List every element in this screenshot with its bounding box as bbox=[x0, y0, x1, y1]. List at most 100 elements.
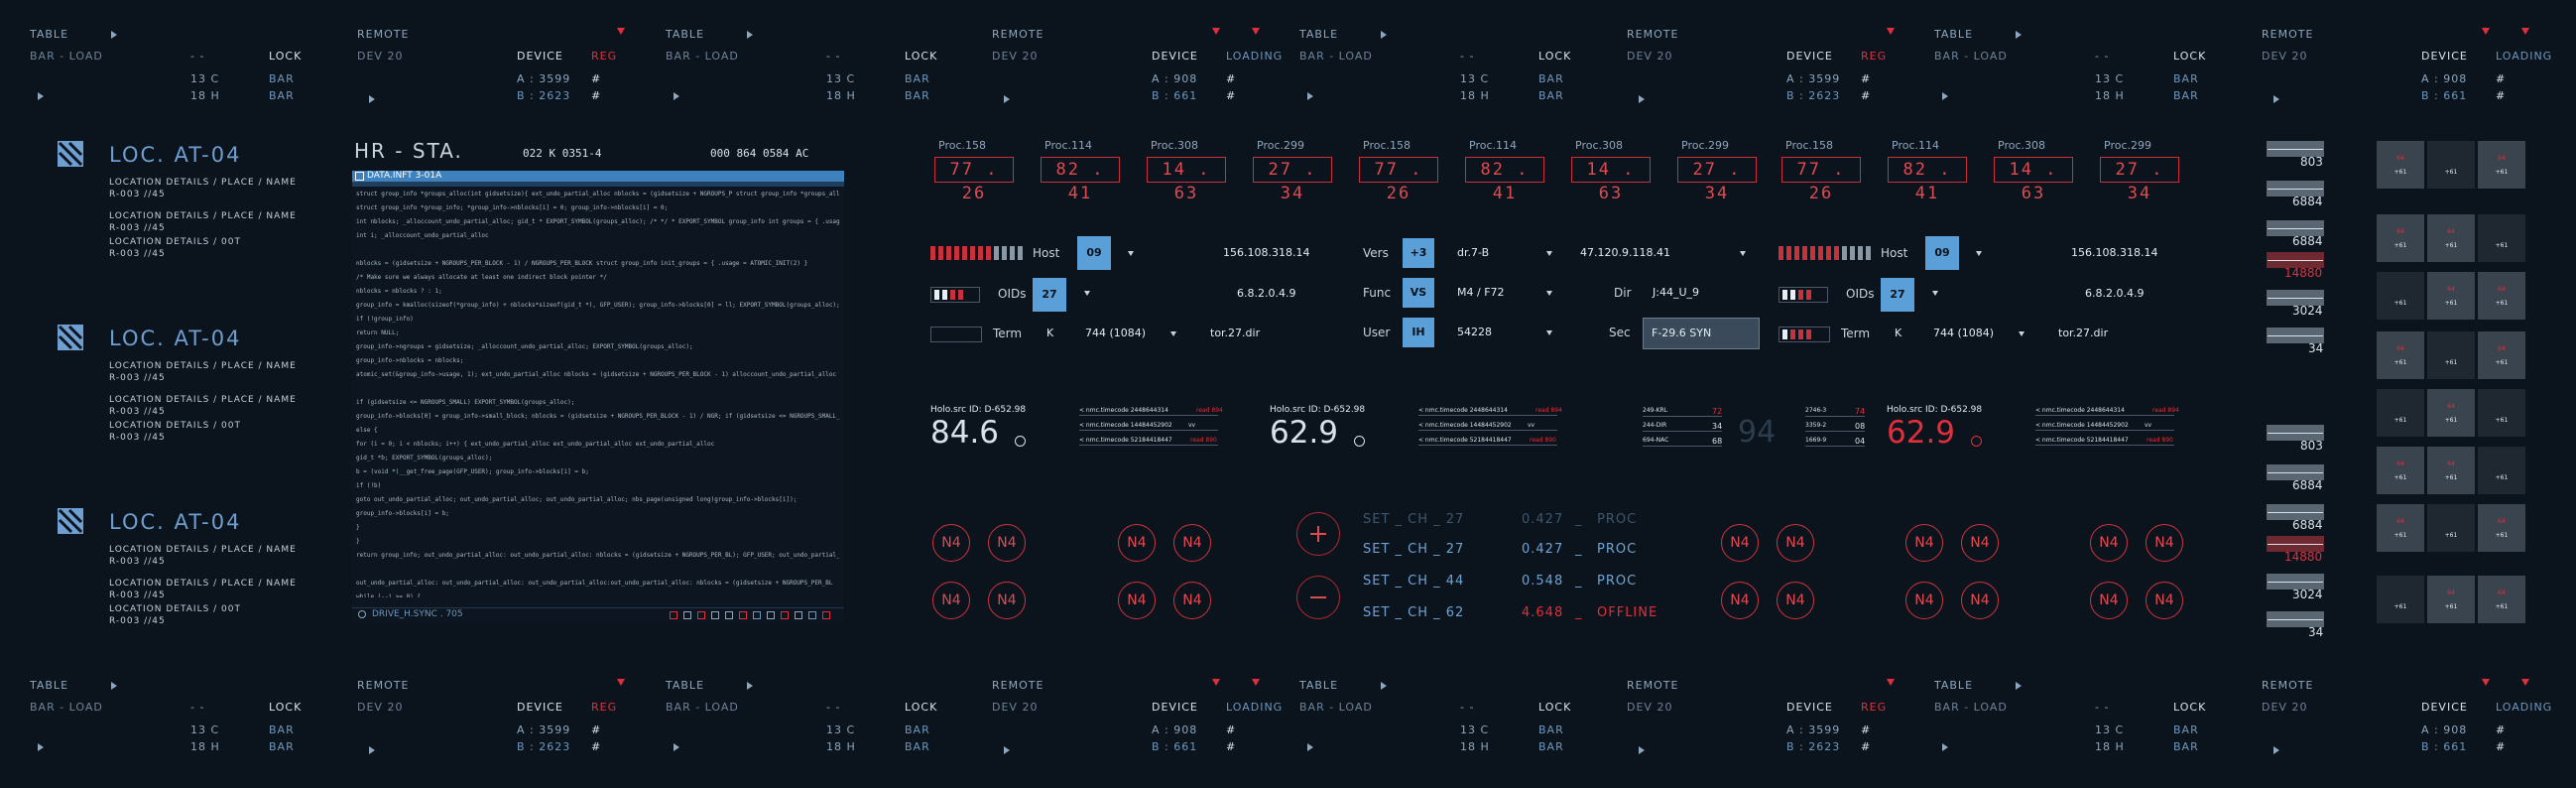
n4-indicator[interactable]: N4 bbox=[932, 524, 970, 562]
grid-cell[interactable]: +61 bbox=[2427, 504, 2475, 552]
n4-indicator[interactable]: N4 bbox=[1777, 524, 1814, 562]
n4-indicator[interactable]: N4 bbox=[1173, 582, 1211, 619]
chevron-right-icon[interactable] bbox=[747, 682, 753, 690]
chevron-right-icon[interactable] bbox=[2016, 682, 2022, 690]
proc-value-box[interactable]: 14 . 63 bbox=[1571, 157, 1651, 203]
play-icon[interactable] bbox=[38, 92, 44, 100]
chevron-down-icon[interactable] bbox=[1128, 251, 1134, 256]
n4-indicator[interactable]: N4 bbox=[1721, 524, 1759, 562]
play-icon[interactable] bbox=[1307, 743, 1313, 751]
grid-cell[interactable]: 64 +61 bbox=[2478, 576, 2525, 623]
chevron-right-icon[interactable] bbox=[747, 31, 753, 39]
proc-value-box[interactable]: 77 . 26 bbox=[1781, 157, 1861, 203]
play-icon[interactable] bbox=[1639, 95, 1645, 103]
chevron-down-icon[interactable] bbox=[1932, 291, 1938, 296]
device-label[interactable]: DEVICE bbox=[517, 701, 563, 714]
table-label[interactable]: TABLE bbox=[1934, 679, 1974, 692]
proc-value-box[interactable]: 27 . 34 bbox=[1677, 157, 1757, 203]
grid-cell[interactable]: +61 bbox=[2377, 576, 2424, 623]
lock-label[interactable]: LOCK bbox=[2173, 701, 2207, 714]
play-icon[interactable] bbox=[369, 95, 375, 103]
target-icon[interactable] bbox=[1015, 436, 1026, 447]
grid-cell[interactable]: 64 +61 bbox=[2427, 447, 2475, 494]
lock-label[interactable]: LOCK bbox=[2173, 50, 2207, 63]
chevron-down-icon[interactable] bbox=[2019, 331, 2024, 336]
lock-label[interactable]: LOCK bbox=[269, 50, 303, 63]
target-icon[interactable] bbox=[1971, 436, 1982, 447]
table-label[interactable]: TABLE bbox=[30, 28, 69, 41]
remote-label[interactable]: REMOTE bbox=[2262, 28, 2314, 41]
play-icon[interactable] bbox=[38, 743, 44, 751]
remote-label[interactable]: REMOTE bbox=[357, 679, 410, 692]
chevron-down-icon[interactable] bbox=[1546, 291, 1552, 296]
grid-cell[interactable]: 64 +61 bbox=[2478, 331, 2525, 379]
n4-indicator[interactable]: N4 bbox=[1173, 524, 1211, 562]
oids-value[interactable]: 27 bbox=[1033, 278, 1066, 312]
device-label[interactable]: DEVICE bbox=[1786, 50, 1833, 63]
lock-label[interactable]: LOCK bbox=[1538, 701, 1572, 714]
play-icon[interactable] bbox=[1004, 746, 1010, 754]
n4-indicator[interactable]: N4 bbox=[1721, 582, 1759, 619]
chevron-down-icon[interactable] bbox=[1976, 251, 1982, 256]
device-label[interactable]: DEVICE bbox=[2421, 701, 2468, 714]
n4-indicator[interactable]: N4 bbox=[1118, 582, 1156, 619]
grid-cell[interactable]: 64 +61 bbox=[2427, 214, 2475, 262]
grid-cell[interactable]: +61 bbox=[2478, 214, 2525, 262]
grid-cell[interactable]: +61 bbox=[2478, 389, 2525, 437]
code-panel[interactable]: DATA.INFT 3-01A struct group_info *group… bbox=[352, 171, 844, 623]
sec-field[interactable]: F-29.6 SYN bbox=[1643, 318, 1760, 349]
host-value[interactable]: 09 bbox=[1077, 236, 1111, 270]
proc-value-box[interactable]: 27 . 34 bbox=[2100, 157, 2179, 203]
grid-cell[interactable]: 64 +61 bbox=[2377, 447, 2424, 494]
lock-label[interactable]: LOCK bbox=[1538, 50, 1572, 63]
grid-cell[interactable]: 64 +61 bbox=[2478, 272, 2525, 320]
chevron-down-icon[interactable] bbox=[1170, 331, 1176, 336]
remote-label[interactable]: REMOTE bbox=[1627, 679, 1679, 692]
n4-indicator[interactable]: N4 bbox=[2090, 582, 2128, 619]
remote-label[interactable]: REMOTE bbox=[1627, 28, 1679, 41]
proc-value-box[interactable]: 82 . 41 bbox=[1465, 157, 1544, 203]
host-value[interactable]: 09 bbox=[1925, 236, 1959, 270]
table-label[interactable]: TABLE bbox=[1299, 28, 1339, 41]
remote-label[interactable]: REMOTE bbox=[992, 679, 1044, 692]
chevron-right-icon[interactable] bbox=[2016, 31, 2022, 39]
grid-cell[interactable]: +61 bbox=[2427, 141, 2475, 189]
n4-indicator[interactable]: N4 bbox=[2146, 582, 2183, 619]
play-icon[interactable] bbox=[1639, 746, 1645, 754]
proc-value-box[interactable]: 82 . 41 bbox=[1888, 157, 1967, 203]
chevron-right-icon[interactable] bbox=[111, 31, 117, 39]
user-value[interactable]: IH bbox=[1403, 318, 1434, 347]
chevron-down-icon[interactable] bbox=[1740, 251, 1746, 256]
proc-value-box[interactable]: 77 . 26 bbox=[1359, 157, 1438, 203]
grid-cell[interactable]: +61 bbox=[2427, 331, 2475, 379]
device-label[interactable]: DEVICE bbox=[2421, 50, 2468, 63]
grid-cell[interactable]: +61 bbox=[2377, 389, 2424, 437]
proc-value-box[interactable]: 14 . 63 bbox=[1147, 157, 1226, 203]
channel-name[interactable]: SET _ CH _ 27 bbox=[1363, 512, 1465, 527]
play-icon[interactable] bbox=[369, 746, 375, 754]
play-icon[interactable] bbox=[674, 743, 679, 751]
table-label[interactable]: TABLE bbox=[1934, 28, 1974, 41]
grid-cell[interactable]: +61 bbox=[2478, 447, 2525, 494]
minus-button[interactable] bbox=[1296, 576, 1340, 619]
play-icon[interactable] bbox=[1942, 743, 1948, 751]
channel-name[interactable]: SET _ CH _ 27 bbox=[1363, 542, 1465, 557]
n4-indicator[interactable]: N4 bbox=[988, 524, 1026, 562]
play-icon[interactable] bbox=[674, 92, 679, 100]
n4-indicator[interactable]: N4 bbox=[1905, 582, 1943, 619]
play-icon[interactable] bbox=[1307, 92, 1313, 100]
grid-cell[interactable]: 64 +61 bbox=[2377, 504, 2424, 552]
device-label[interactable]: DEVICE bbox=[1152, 50, 1198, 63]
n4-indicator[interactable]: N4 bbox=[932, 582, 970, 619]
proc-value-box[interactable]: 27 . 34 bbox=[1253, 157, 1332, 203]
vers-value[interactable]: +3 bbox=[1403, 238, 1434, 268]
table-label[interactable]: TABLE bbox=[666, 679, 705, 692]
proc-value-box[interactable]: 14 . 63 bbox=[1994, 157, 2073, 203]
grid-cell[interactable]: 64 +61 bbox=[2377, 141, 2424, 189]
grid-cell[interactable]: 64 +61 bbox=[2478, 141, 2525, 189]
table-label[interactable]: TABLE bbox=[1299, 679, 1339, 692]
chevron-right-icon[interactable] bbox=[1381, 682, 1387, 690]
chevron-down-icon[interactable] bbox=[1084, 291, 1090, 296]
oids-value[interactable]: 27 bbox=[1881, 278, 1914, 312]
n4-indicator[interactable]: N4 bbox=[1118, 524, 1156, 562]
